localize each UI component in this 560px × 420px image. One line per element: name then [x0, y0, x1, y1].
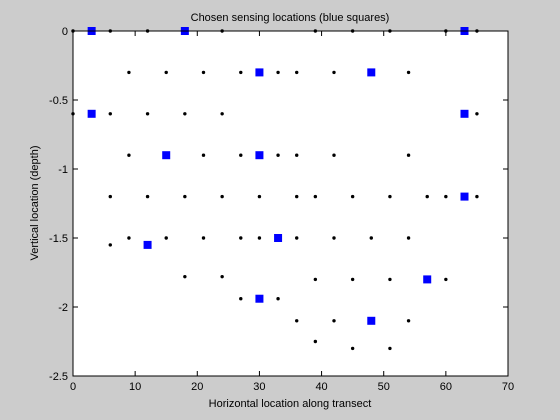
candidate-point	[444, 195, 447, 198]
candidate-point	[183, 112, 186, 115]
candidate-point	[351, 195, 354, 198]
candidate-point	[314, 278, 317, 281]
candidate-point	[109, 112, 112, 115]
candidate-point	[165, 71, 168, 74]
candidate-point	[407, 319, 410, 322]
y-tick-label: -2	[58, 302, 68, 314]
candidate-point	[388, 347, 391, 350]
x-tick-label: 10	[129, 381, 141, 393]
candidate-point	[475, 112, 478, 115]
candidate-point	[370, 236, 373, 239]
y-axis-label: Vertical location (depth)	[29, 146, 41, 261]
candidate-point	[239, 297, 242, 300]
chart-title: Chosen sensing locations (blue squares)	[191, 12, 390, 24]
sensing-location-square	[423, 275, 431, 283]
candidate-point	[407, 71, 410, 74]
candidate-point	[239, 71, 242, 74]
candidate-point	[183, 195, 186, 198]
candidate-point	[407, 236, 410, 239]
y-tick-label: -1.5	[49, 233, 68, 245]
candidate-point	[295, 195, 298, 198]
candidate-point	[258, 236, 261, 239]
x-tick-label: 40	[315, 381, 327, 393]
candidate-point	[220, 112, 223, 115]
candidate-point	[314, 340, 317, 343]
candidate-point	[295, 71, 298, 74]
sensing-location-square	[367, 68, 375, 76]
x-tick-label: 20	[191, 381, 203, 393]
x-tick-label: 0	[70, 381, 76, 393]
candidate-point	[332, 71, 335, 74]
candidate-point	[295, 154, 298, 157]
candidate-point	[165, 236, 168, 239]
y-tick-label: 0	[62, 26, 68, 38]
x-tick-label: 50	[378, 381, 390, 393]
candidate-point	[407, 154, 410, 157]
candidate-point	[444, 278, 447, 281]
y-tick-label: -0.5	[49, 95, 68, 107]
sensing-location-square	[162, 151, 170, 159]
x-tick-label: 60	[440, 381, 452, 393]
candidate-point	[295, 319, 298, 322]
candidate-point	[183, 275, 186, 278]
candidate-point	[202, 236, 205, 239]
sensing-location-square	[367, 317, 375, 325]
sensing-location-square	[255, 68, 263, 76]
x-tick-label: 30	[253, 381, 265, 393]
x-axis-label: Horizontal location along transect	[209, 398, 372, 410]
candidate-point	[351, 278, 354, 281]
candidate-point	[332, 154, 335, 157]
sensing-location-square	[88, 110, 96, 118]
sensing-location-square	[144, 241, 152, 249]
sensing-location-square	[461, 193, 469, 201]
sensing-location-square	[255, 295, 263, 303]
plot-area	[73, 31, 508, 376]
candidate-point	[276, 297, 279, 300]
y-tick-label: -1	[58, 164, 68, 176]
candidate-point	[127, 236, 130, 239]
candidate-point	[127, 71, 130, 74]
y-tick-label: -2.5	[49, 371, 68, 383]
candidate-point	[276, 154, 279, 157]
candidate-point	[388, 278, 391, 281]
candidate-point	[332, 319, 335, 322]
candidate-point	[220, 195, 223, 198]
candidate-point	[146, 112, 149, 115]
x-tick-label: 70	[502, 381, 514, 393]
candidate-point	[426, 195, 429, 198]
candidate-point	[220, 275, 223, 278]
candidate-point	[258, 195, 261, 198]
candidate-point	[388, 195, 391, 198]
sensing-location-square	[274, 234, 282, 242]
sensing-location-square	[461, 110, 469, 118]
candidate-point	[109, 195, 112, 198]
sensing-location-square	[255, 151, 263, 159]
candidate-point	[239, 236, 242, 239]
candidate-point	[276, 71, 279, 74]
candidate-point	[475, 195, 478, 198]
candidate-point	[332, 236, 335, 239]
candidate-point	[295, 236, 298, 239]
candidate-point	[109, 243, 112, 246]
candidate-point	[127, 154, 130, 157]
candidate-point	[351, 347, 354, 350]
candidate-point	[146, 195, 149, 198]
candidate-point	[239, 154, 242, 157]
candidate-point	[314, 195, 317, 198]
candidate-point	[202, 71, 205, 74]
candidate-point	[202, 154, 205, 157]
